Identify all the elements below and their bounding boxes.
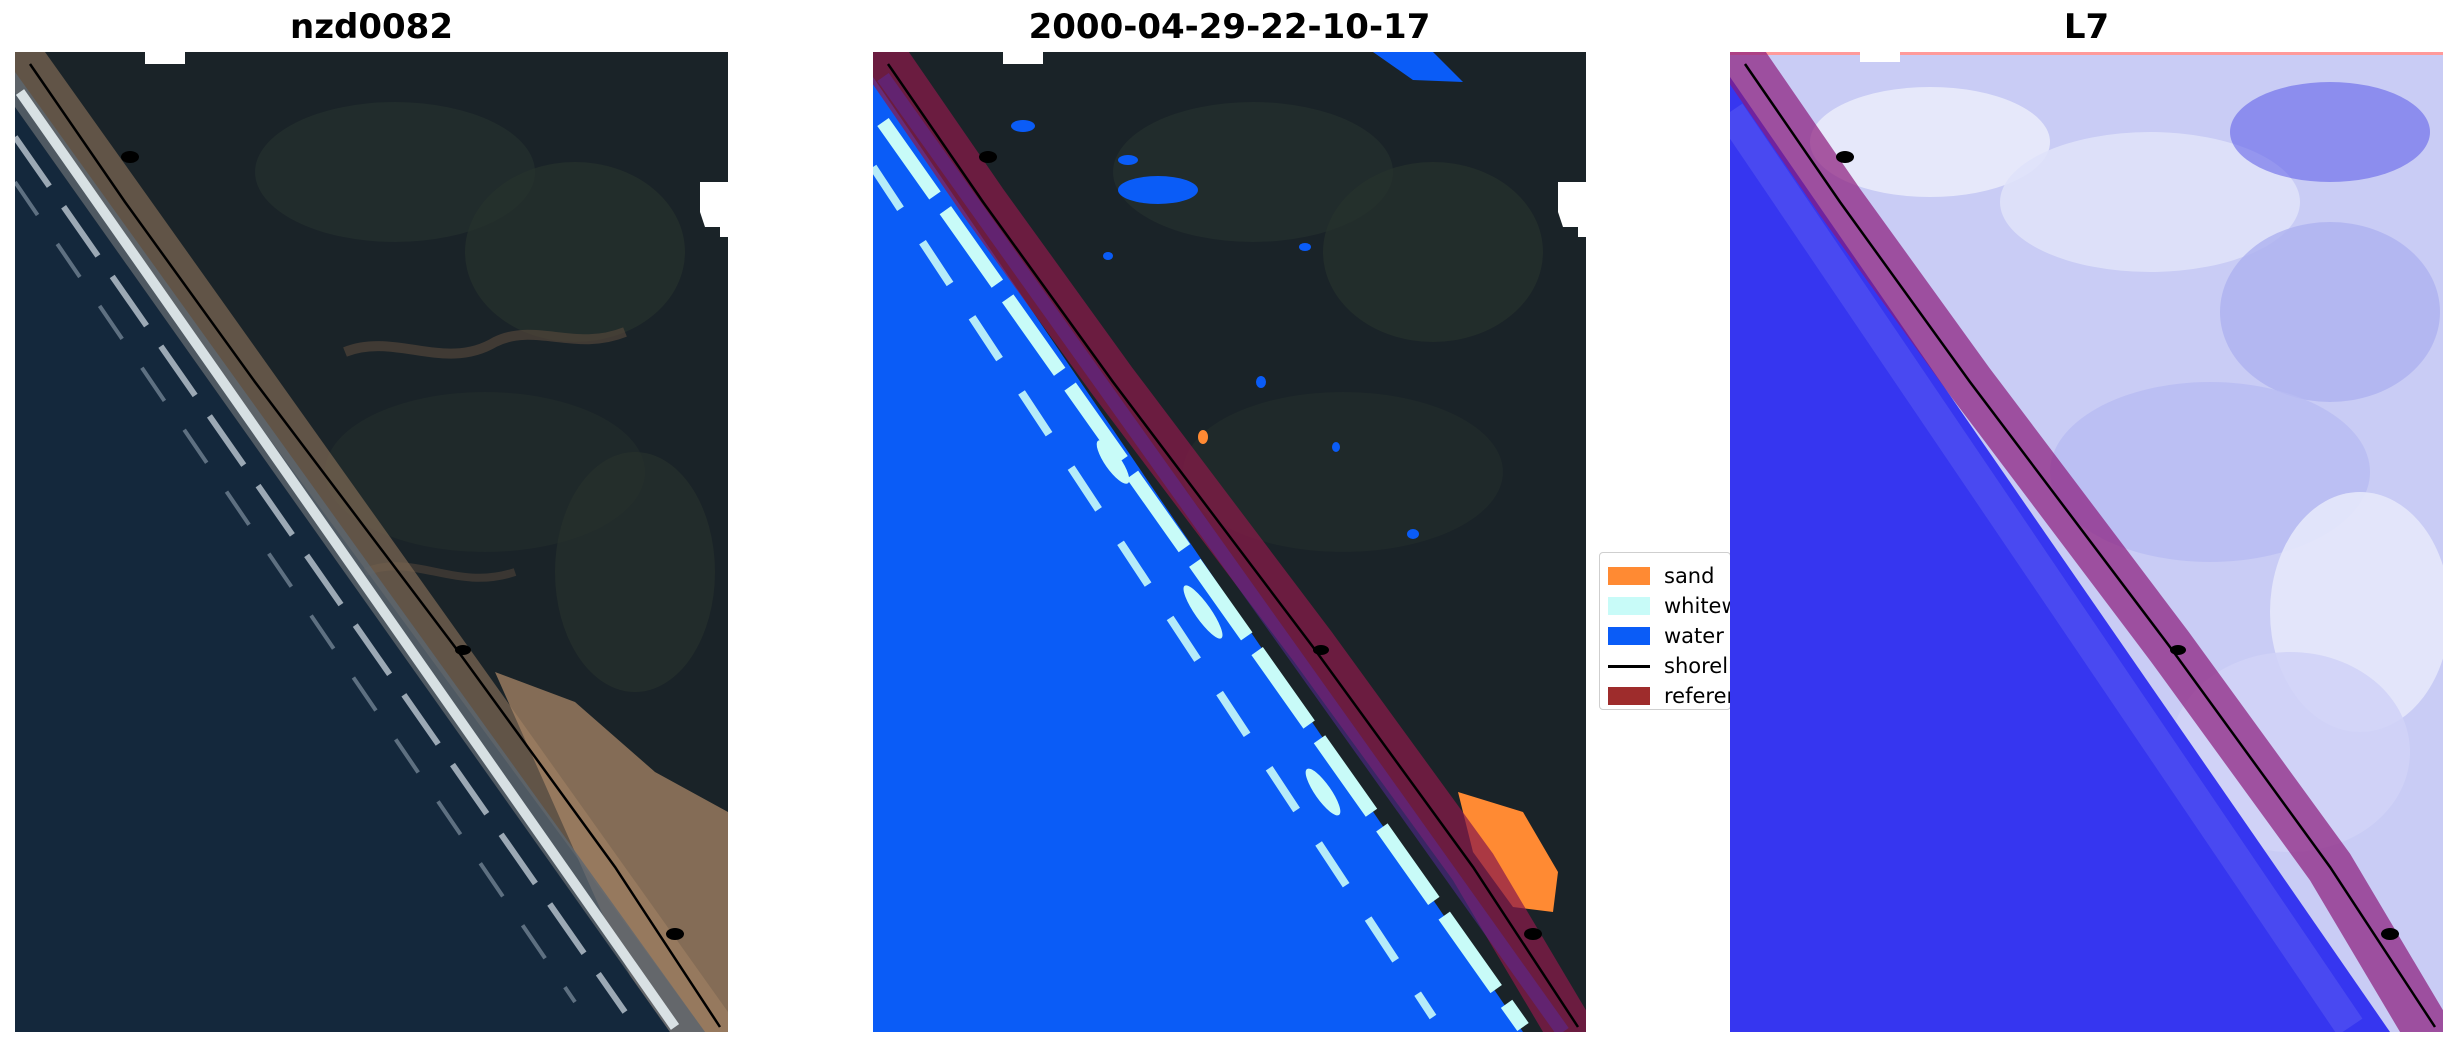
legend-swatch-whitewater <box>1608 597 1650 615</box>
legend-swatch-reference <box>1608 687 1650 705</box>
legend-label: sand <box>1664 564 1715 588</box>
legend-line-shoreline <box>1608 664 1650 668</box>
legend-item-sand: sand <box>1608 561 1730 591</box>
legend-label: water <box>1664 624 1724 648</box>
classification-panel <box>873 52 1586 1032</box>
l7-index-image <box>1730 52 2443 1032</box>
legend-swatch-water <box>1608 627 1650 645</box>
panel-title-rgb: nzd0082 <box>290 7 453 47</box>
panel-title-sensor: L7 <box>2063 7 2110 47</box>
panel-title-classification: 2000-04-29-22-10-17 <box>1028 7 1431 47</box>
legend-item-water: water <box>1608 621 1730 651</box>
sensor-image-panel <box>1730 52 2443 1032</box>
rgb-satellite-image <box>15 52 728 1032</box>
classification-image <box>873 52 1586 1032</box>
legend-item-reference: reference <box>1608 681 1730 709</box>
legend-swatch-sand <box>1608 567 1650 585</box>
legend-label: reference <box>1664 684 1730 708</box>
rgb-image-panel <box>15 52 728 1032</box>
legend-item-shoreline: shoreline <box>1608 651 1730 681</box>
legend-label: shoreline <box>1664 654 1730 678</box>
